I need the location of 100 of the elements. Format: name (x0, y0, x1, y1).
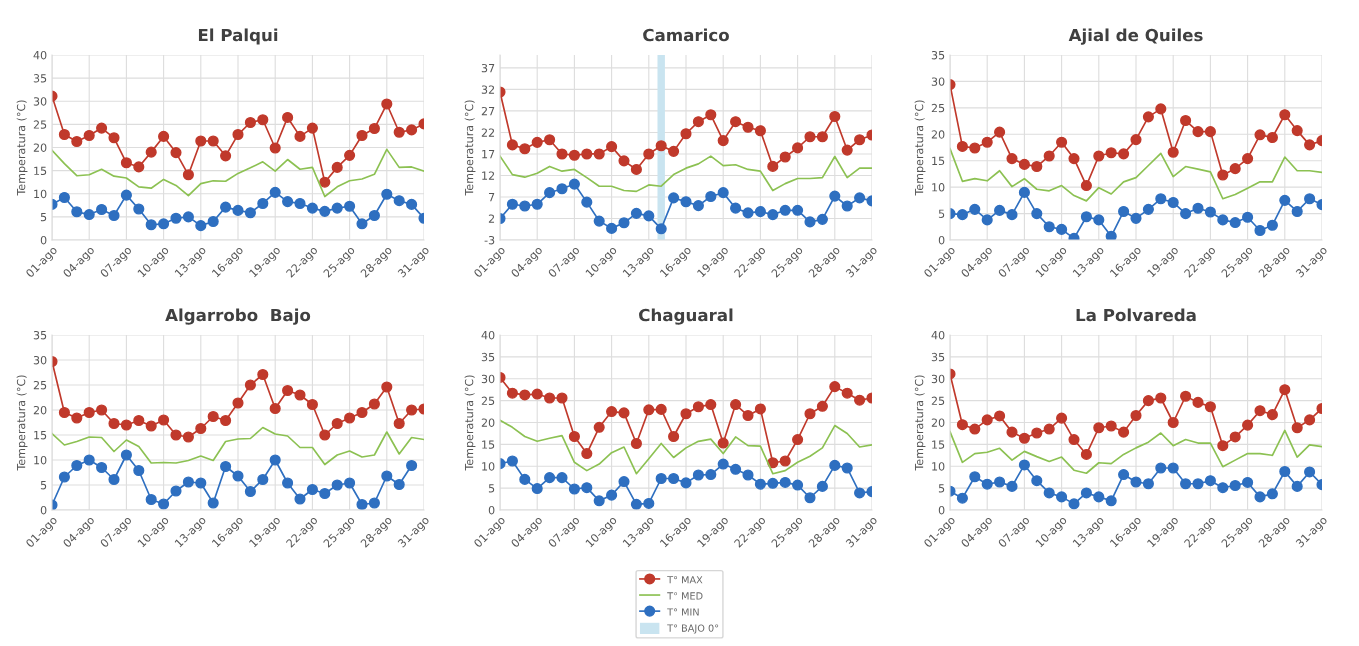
point (792, 204, 804, 216)
point (792, 479, 804, 491)
y-tick-label: 10 (34, 189, 47, 199)
point (680, 477, 692, 489)
point (282, 111, 294, 123)
point (1018, 186, 1030, 198)
point (71, 459, 83, 472)
y-tick-label: 10 (932, 183, 945, 192)
point (593, 421, 605, 433)
point (618, 476, 630, 488)
point (1180, 208, 1192, 220)
y-tick-label: 5 (938, 484, 945, 493)
point (232, 204, 244, 216)
point (568, 483, 580, 495)
point (381, 470, 393, 482)
point (406, 404, 418, 416)
point (220, 460, 232, 473)
y-tick-label: 12 (482, 171, 495, 180)
point (981, 136, 993, 148)
point (969, 203, 981, 215)
point (170, 485, 182, 497)
point (1080, 180, 1092, 192)
point (158, 414, 170, 426)
point (1217, 214, 1229, 226)
point (195, 220, 207, 232)
point (829, 110, 841, 123)
point (1018, 432, 1030, 444)
point (108, 473, 120, 486)
point (1080, 487, 1092, 499)
chart-title: Camarico (643, 28, 729, 42)
y-tick-label: 35 (33, 74, 47, 83)
point (1105, 147, 1117, 159)
y-tick-label: 25 (33, 120, 47, 129)
point (1229, 479, 1241, 492)
point (717, 458, 729, 470)
point (655, 140, 667, 152)
point (96, 404, 108, 416)
y-tick-label: 2 (488, 214, 495, 223)
point (133, 161, 145, 173)
point (544, 134, 556, 146)
point (182, 431, 194, 443)
point (717, 135, 729, 147)
point (779, 455, 791, 467)
point (195, 422, 207, 435)
y-tick-label: 20 (481, 418, 495, 427)
y-axis-title: Temperatura (°C) (16, 100, 28, 196)
point (1229, 431, 1241, 443)
point (519, 200, 531, 212)
chart-title: El Palqui (198, 28, 278, 45)
point (1056, 491, 1068, 503)
point (319, 429, 331, 441)
point (1217, 169, 1229, 181)
point (257, 114, 269, 126)
point (1279, 109, 1291, 121)
point (779, 476, 791, 488)
point (344, 149, 356, 161)
point (1155, 193, 1167, 205)
point (182, 476, 194, 488)
point (841, 200, 853, 212)
point (692, 401, 704, 413)
point (356, 406, 368, 419)
point (1304, 414, 1316, 426)
point (368, 122, 380, 135)
point (854, 134, 866, 146)
legend-label: T° BAJO 0° (667, 624, 719, 634)
point (1093, 150, 1105, 162)
point (1006, 209, 1018, 221)
point (556, 472, 568, 484)
point (220, 414, 232, 427)
point (519, 389, 531, 401)
point (593, 495, 605, 507)
point (618, 217, 630, 229)
point (356, 129, 368, 142)
point (692, 116, 704, 128)
point (730, 399, 742, 411)
point (1204, 206, 1216, 218)
point (816, 213, 828, 225)
point (754, 478, 766, 490)
point (581, 148, 593, 160)
y-tick-label: 20 (33, 143, 47, 152)
point (108, 209, 120, 222)
point (1142, 395, 1154, 407)
point (1192, 396, 1204, 408)
point (1242, 419, 1254, 431)
y-tick-label: 0 (938, 505, 945, 515)
point (158, 498, 170, 510)
point (1279, 465, 1291, 478)
y-tick-label: 17 (482, 150, 495, 159)
point (1105, 420, 1117, 432)
point (1167, 146, 1179, 158)
point (956, 419, 968, 431)
y-axis-title: Temperatura (°C) (914, 100, 926, 196)
point (1080, 211, 1092, 223)
point (618, 407, 630, 419)
point (207, 215, 219, 228)
point (207, 135, 219, 147)
point (71, 412, 83, 424)
point (282, 196, 294, 208)
point (692, 469, 704, 481)
point (630, 207, 642, 219)
